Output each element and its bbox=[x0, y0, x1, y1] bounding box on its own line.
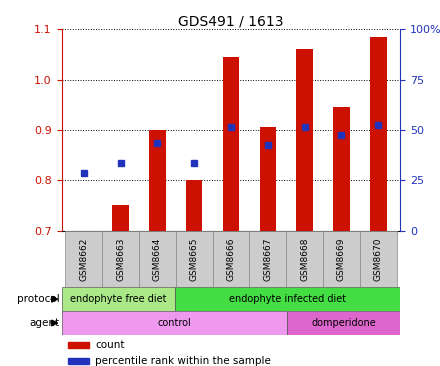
Text: GSM8663: GSM8663 bbox=[116, 237, 125, 281]
Bar bbox=[112, 205, 129, 231]
FancyBboxPatch shape bbox=[360, 231, 397, 287]
Text: endophyte free diet: endophyte free diet bbox=[70, 294, 166, 304]
Bar bbox=[370, 37, 387, 231]
FancyBboxPatch shape bbox=[65, 231, 102, 287]
Bar bbox=[260, 127, 276, 231]
Text: percentile rank within the sample: percentile rank within the sample bbox=[95, 356, 271, 366]
Text: GSM8668: GSM8668 bbox=[300, 237, 309, 281]
Text: count: count bbox=[95, 340, 125, 350]
FancyBboxPatch shape bbox=[286, 231, 323, 287]
FancyBboxPatch shape bbox=[139, 231, 176, 287]
Text: GSM8669: GSM8669 bbox=[337, 237, 346, 281]
Text: agent: agent bbox=[29, 318, 59, 328]
Text: GSM8666: GSM8666 bbox=[227, 237, 235, 281]
Text: control: control bbox=[158, 318, 191, 328]
Text: GSM8670: GSM8670 bbox=[374, 237, 383, 281]
Text: GSM8664: GSM8664 bbox=[153, 237, 162, 281]
Bar bbox=[223, 57, 239, 231]
Title: GDS491 / 1613: GDS491 / 1613 bbox=[178, 14, 284, 28]
FancyBboxPatch shape bbox=[176, 231, 213, 287]
FancyBboxPatch shape bbox=[287, 311, 400, 335]
Text: GSM8667: GSM8667 bbox=[263, 237, 272, 281]
FancyBboxPatch shape bbox=[62, 287, 175, 311]
FancyBboxPatch shape bbox=[62, 311, 287, 335]
FancyBboxPatch shape bbox=[102, 231, 139, 287]
Bar bbox=[149, 130, 165, 231]
Text: protocol: protocol bbox=[17, 294, 59, 304]
Text: GSM8662: GSM8662 bbox=[79, 237, 88, 281]
Bar bbox=[297, 49, 313, 231]
FancyBboxPatch shape bbox=[249, 231, 286, 287]
Bar bbox=[68, 342, 89, 348]
Bar bbox=[333, 107, 350, 231]
FancyBboxPatch shape bbox=[175, 287, 400, 311]
Bar bbox=[186, 180, 202, 231]
Text: endophyte infected diet: endophyte infected diet bbox=[229, 294, 346, 304]
Text: GSM8665: GSM8665 bbox=[190, 237, 199, 281]
Text: domperidone: domperidone bbox=[312, 318, 376, 328]
FancyBboxPatch shape bbox=[323, 231, 360, 287]
FancyBboxPatch shape bbox=[213, 231, 249, 287]
Bar bbox=[68, 358, 89, 363]
